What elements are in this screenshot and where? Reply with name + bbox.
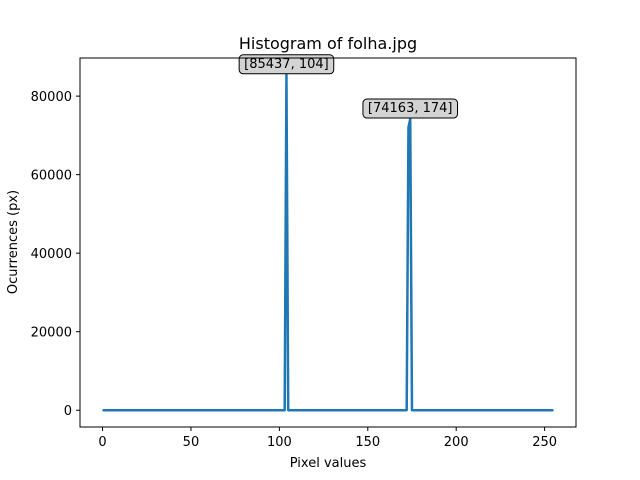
x-tick-label: 50 bbox=[183, 435, 200, 450]
y-axis: 0 20000 40000 60000 80000 bbox=[31, 90, 80, 419]
x-tick-label: 150 bbox=[355, 435, 380, 450]
annotation-box bbox=[362, 98, 459, 119]
axes-frame bbox=[79, 57, 577, 428]
x-axis: 0 50 100 150 200 250 bbox=[98, 427, 557, 450]
y-axis-label: Ocurrences (px) bbox=[6, 190, 21, 294]
series-line-0 bbox=[102, 73, 554, 412]
annotation-box bbox=[238, 54, 335, 75]
y-tick-label: 20000 bbox=[31, 326, 72, 341]
peak-annotation: [74163, 174] bbox=[362, 98, 459, 119]
annotation-label: [85437, 104] bbox=[244, 57, 329, 72]
peak-annotation: [85437, 104] bbox=[238, 54, 335, 75]
x-tick-label: 250 bbox=[532, 435, 557, 450]
y-tick-label: 80000 bbox=[31, 90, 72, 105]
y-tick-label: 40000 bbox=[31, 247, 72, 262]
chart-title: Histogram of folha.jpg bbox=[239, 34, 417, 53]
annotation-label: [74163, 174] bbox=[368, 101, 453, 116]
plot-area bbox=[102, 73, 554, 412]
x-tick-label: 0 bbox=[98, 435, 106, 450]
annotations: [85437, 104] [74163, 174] bbox=[238, 54, 459, 119]
x-tick-label: 100 bbox=[267, 435, 292, 450]
x-tick-label: 200 bbox=[444, 435, 469, 450]
y-tick-label: 0 bbox=[64, 404, 72, 419]
x-axis-label: Pixel values bbox=[290, 456, 367, 471]
y-tick-label: 60000 bbox=[31, 169, 72, 184]
